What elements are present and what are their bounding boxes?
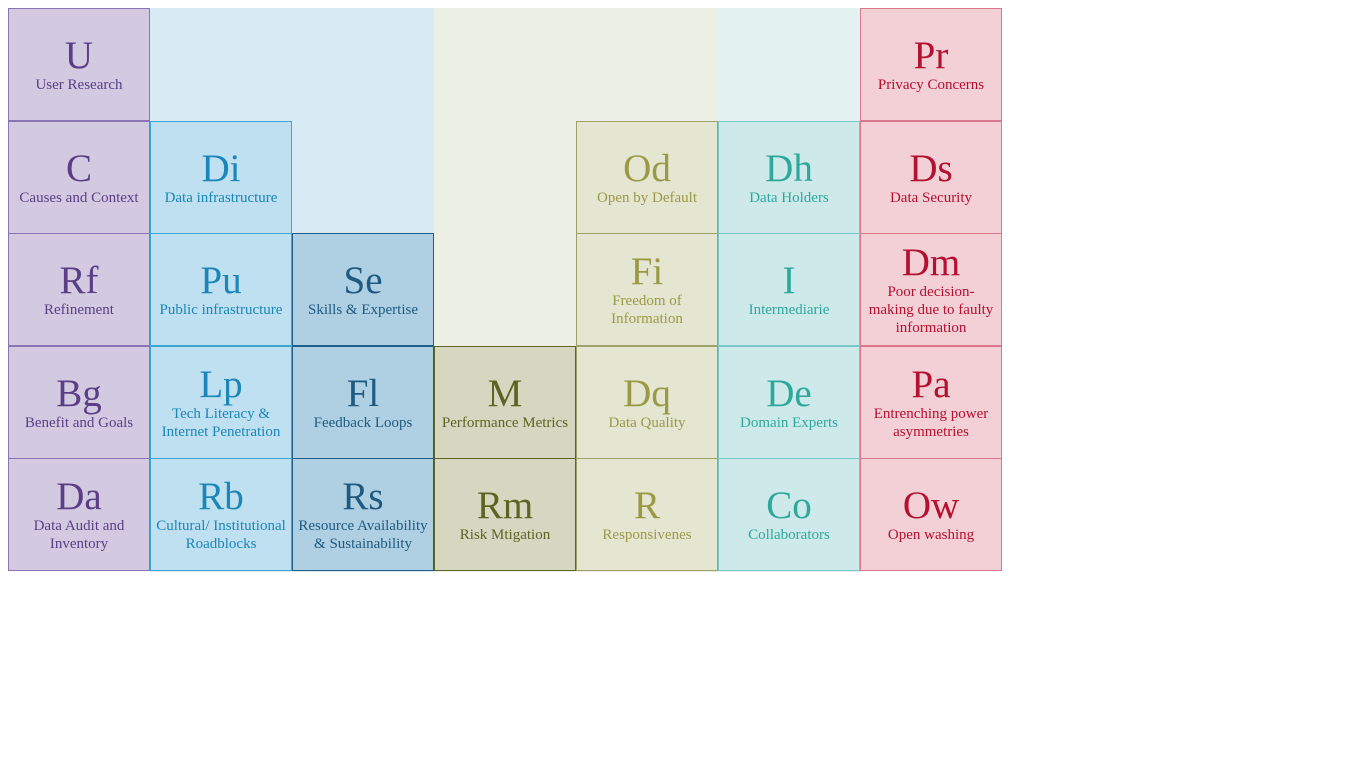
element-symbol: Dm: [901, 240, 961, 284]
element-tile: Ow Open washing: [860, 458, 1002, 571]
element-label: Data Quality: [608, 414, 686, 431]
element-symbol: De: [766, 371, 812, 415]
element-symbol: Rf: [59, 258, 99, 302]
element-label: Skills & Expertise: [308, 301, 418, 318]
element-symbol: Rm: [476, 483, 534, 527]
element-label: Data Audit and Inventory: [33, 517, 125, 552]
element-symbol: Pa: [911, 362, 951, 406]
element-tile: Da Data Audit and Inventory: [8, 458, 150, 571]
element-tile: Pr Privacy Concerns: [860, 8, 1002, 121]
element-symbol: Fi: [630, 249, 664, 293]
element-symbol: R: [633, 483, 660, 527]
element-tile: Dq Data Quality: [576, 346, 718, 459]
element-symbol: Dh: [765, 146, 813, 190]
element-label: Open washing: [887, 526, 975, 543]
element-label: Domain Experts: [740, 414, 838, 431]
element-tile: U User Research: [8, 8, 150, 121]
element-tile: Fi Freedom of Information: [576, 233, 718, 346]
element-tile: Rb Cultural/ Institutional Roadblocks: [150, 458, 292, 571]
element-tile: Fl Feedback Loops: [292, 346, 434, 459]
element-symbol: I: [782, 258, 796, 302]
element-label: Public infrastructure: [159, 301, 283, 318]
element-symbol: C: [65, 146, 92, 190]
element-tile: R Responsivenes: [576, 458, 718, 571]
element-label: User Research: [35, 76, 123, 93]
element-grid: U User Research C Causes and Context Rf Refin…: [8, 8, 1004, 572]
element-label: Open by Default: [597, 189, 697, 206]
element-symbol: Ds: [909, 146, 953, 190]
element-label: Cultural/ Institutional Roadblocks: [156, 517, 286, 552]
element-label: Entrenching power asymmetries: [873, 405, 989, 440]
element-symbol: Pu: [200, 258, 242, 302]
element-label: Collaborators: [748, 526, 830, 543]
element-label: Tech Literacy & Internet Penetration: [161, 405, 281, 440]
element-tile: M Performance Metrics: [434, 346, 576, 459]
element-tile: Lp Tech Literacy & Internet Penetration: [150, 346, 292, 459]
element-symbol: Co: [766, 483, 812, 527]
element-symbol: Ow: [902, 483, 960, 527]
element-symbol: Bg: [56, 371, 102, 415]
element-tile: Di Data infrastructure: [150, 121, 292, 234]
element-symbol: Fl: [346, 371, 380, 415]
element-tile: Se Skills & Expertise: [292, 233, 434, 346]
element-symbol: Rs: [342, 474, 384, 518]
element-tile: Pa Entrenching power asymmetries: [860, 346, 1002, 459]
element-label: Feedback Loops: [313, 414, 413, 431]
element-label: Performance Metrics: [441, 414, 569, 431]
element-tile: Dh Data Holders: [718, 121, 860, 234]
element-tile: Rm Risk Mtigation: [434, 458, 576, 571]
element-symbol: Da: [56, 474, 102, 518]
element-label: Risk Mtigation: [459, 526, 551, 543]
element-symbol: Se: [343, 258, 383, 302]
element-label: Freedom of Information: [611, 292, 683, 327]
element-tile: Rs Resource Availability & Sustainability: [292, 458, 434, 571]
element-tile: Ds Data Security: [860, 121, 1002, 234]
element-label: Causes and Context: [19, 189, 139, 206]
element-symbol: Rb: [198, 474, 244, 518]
element-label: Benefit and Goals: [24, 414, 134, 431]
element-tile: Bg Benefit and Goals: [8, 346, 150, 459]
element-tile: Od Open by Default: [576, 121, 718, 234]
element-tile: Pu Public infrastructure: [150, 233, 292, 346]
element-label: Resource Availability & Sustainability: [298, 517, 428, 552]
element-tile: Dm Poor decision-making due to faulty inf…: [860, 233, 1002, 346]
element-symbol: Di: [201, 146, 241, 190]
element-label: Refinement: [44, 301, 114, 318]
element-label: Intermediarie: [748, 301, 830, 318]
element-symbol: Lp: [199, 362, 243, 406]
element-tile: I Intermediarie: [718, 233, 860, 346]
element-label: Privacy Concerns: [877, 76, 985, 93]
element-symbol: U: [64, 33, 94, 77]
element-label: Data Security: [889, 189, 973, 206]
element-tile: De Domain Experts: [718, 346, 860, 459]
element-tile: Co Collaborators: [718, 458, 860, 571]
element-tile: Rf Refinement: [8, 233, 150, 346]
element-symbol: M: [487, 371, 523, 415]
element-label: Poor decision-making due to faulty infor…: [868, 283, 994, 336]
element-symbol: Od: [623, 146, 671, 190]
element-symbol: Pr: [913, 33, 949, 77]
element-symbol: Dq: [623, 371, 671, 415]
element-label: Responsivenes: [602, 526, 692, 543]
element-label: Data infrastructure: [164, 189, 278, 206]
element-label: Data Holders: [749, 189, 829, 206]
element-tile: C Causes and Context: [8, 121, 150, 234]
